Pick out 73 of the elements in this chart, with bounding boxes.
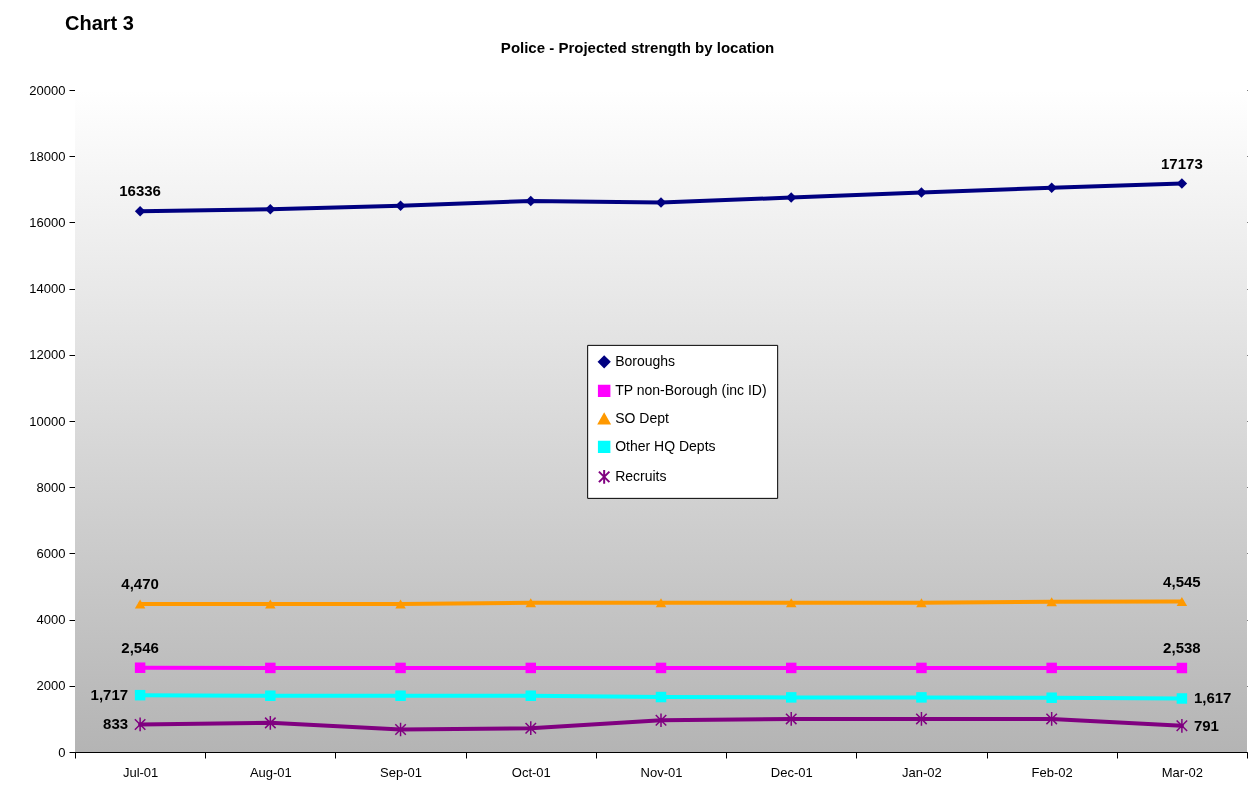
legend-label: TP non-Borough (inc ID) [615, 381, 767, 398]
point [265, 599, 276, 609]
point [655, 712, 667, 728]
point [134, 599, 146, 609]
data-label: 17173 [1161, 154, 1203, 172]
point [525, 690, 537, 701]
data-label: 16336 [119, 182, 161, 200]
point [785, 598, 797, 608]
point [655, 691, 667, 703]
x-tick-label: Jul-01 [122, 764, 159, 780]
point [1175, 718, 1188, 734]
point [395, 690, 406, 701]
point [655, 662, 667, 674]
x-tick-label: Mar-02 [1161, 764, 1203, 780]
chart-title: Chart 3 [65, 12, 134, 34]
y-tick-label: 6000 [36, 545, 66, 561]
data-label: 1,617 [1193, 689, 1232, 707]
point [1045, 711, 1058, 727]
point [525, 662, 537, 674]
data-label: 791 [1193, 716, 1219, 734]
point [916, 692, 927, 703]
point [134, 689, 146, 701]
legend-label: Other HQ Depts [615, 437, 716, 454]
y-tick-label: 18000 [29, 148, 66, 164]
point [916, 662, 927, 674]
point [264, 715, 277, 731]
y-tick-label: 4000 [36, 612, 66, 628]
point [1046, 662, 1057, 674]
point [785, 711, 798, 727]
point [785, 662, 797, 674]
y-tick-label: 16000 [29, 214, 66, 230]
x-tick-label: Feb-02 [1031, 764, 1073, 780]
x-tick-label: Nov-01 [640, 764, 683, 780]
y-tick-label: 12000 [29, 347, 66, 363]
legend-label: SO Dept [615, 409, 669, 426]
data-label: 2,538 [1163, 638, 1201, 656]
point [394, 721, 407, 738]
x-tick-label: Aug-01 [249, 764, 292, 780]
y-tick-label: 8000 [36, 479, 66, 495]
point [395, 662, 406, 674]
x-tick-label: Sep-01 [380, 764, 423, 780]
point [134, 662, 146, 673]
point [915, 711, 928, 727]
chart-subtitle: Police - Projected strength by location [500, 39, 775, 56]
point [916, 598, 927, 608]
point [265, 690, 276, 701]
y-tick-label: 0 [58, 744, 66, 760]
point [1176, 597, 1188, 607]
point [524, 720, 537, 736]
data-label: 4,545 [1163, 572, 1201, 590]
point [395, 599, 406, 609]
point [785, 692, 797, 703]
data-label: 1,717 [90, 686, 129, 704]
point [1176, 662, 1188, 674]
point [1046, 597, 1057, 607]
point [1046, 692, 1057, 703]
x-tick-label: Jan-02 [902, 764, 942, 780]
point [134, 716, 147, 732]
y-tick-label: 20000 [29, 82, 66, 98]
point [525, 598, 537, 608]
x-tick-label: Dec-01 [770, 764, 813, 780]
data-label: 4,470 [121, 575, 159, 593]
point [655, 598, 667, 608]
y-tick-label: 14000 [29, 281, 66, 297]
y-tick-label: 2000 [36, 678, 66, 694]
point [265, 662, 276, 674]
y-tick-label: 10000 [29, 413, 66, 429]
legend-label: Recruits [615, 467, 667, 484]
legend-label: Boroughs [615, 352, 676, 369]
data-label: 833 [103, 715, 129, 733]
x-tick-label: Oct-01 [511, 764, 551, 780]
point [1176, 693, 1188, 704]
data-label: 2,546 [121, 638, 159, 656]
